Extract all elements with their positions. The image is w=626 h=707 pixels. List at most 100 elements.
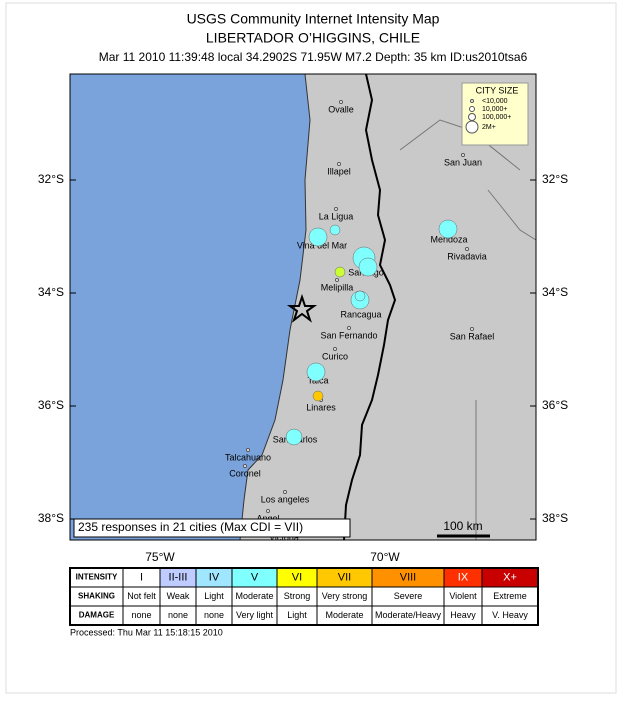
city-label: Linares: [306, 402, 336, 412]
city-dot: [339, 100, 343, 104]
table-text: Heavy: [450, 610, 476, 620]
legend-item: <10,000: [482, 98, 508, 105]
response-circle: [354, 290, 366, 302]
table-text: VII: [338, 571, 351, 583]
response-circle: [285, 428, 303, 446]
lat-label: 38°S: [38, 511, 64, 525]
city-dot: [333, 347, 337, 351]
row-label: SHAKING: [78, 592, 115, 601]
city-label: Ovalle: [328, 104, 354, 114]
city-label: Rivadavia: [447, 251, 487, 261]
subtitle: LIBERTADOR O’HIGGINS, CHILE: [206, 30, 420, 46]
city-label: Illapel: [327, 166, 351, 176]
table-text: V. Heavy: [492, 610, 528, 620]
legend-dot: [469, 106, 475, 112]
city-dot: [246, 448, 250, 452]
footer: Processed: Thu Mar 11 15:18:15 2010: [70, 627, 223, 637]
legend-item: 100,000+: [482, 114, 511, 121]
epicenter: [286, 293, 318, 323]
table-text: Extreme: [493, 591, 527, 601]
table-text: X+: [503, 571, 517, 583]
table-text: Severe: [394, 591, 423, 601]
title: USGS Community Internet Intensity Map: [187, 11, 440, 27]
city-dot: [347, 326, 351, 330]
city-dot: [266, 509, 270, 513]
table-text: Weak: [167, 591, 190, 601]
legend-dot: [470, 99, 474, 103]
city-label: Melipilla: [321, 282, 354, 292]
table-text: IV: [209, 571, 220, 583]
table-text: Violent: [449, 591, 477, 601]
table-text: Not felt: [127, 591, 156, 601]
city-label: San Fernando: [320, 330, 377, 340]
city-label: Rancagua: [340, 309, 381, 319]
table-text: Very light: [236, 610, 274, 620]
table-text: Strong: [284, 591, 311, 601]
city-label: Coronel: [229, 468, 261, 478]
legend-item: 2M+: [482, 124, 496, 131]
city-label: Curico: [322, 351, 348, 361]
ocean: [70, 74, 310, 540]
responses: [285, 219, 458, 446]
legend-item: 10,000+: [482, 106, 508, 113]
map: [70, 73, 537, 541]
lat-label: 32°S: [542, 172, 568, 186]
city-label: Talcahuano: [225, 452, 271, 462]
lat-label: 34°S: [38, 285, 64, 299]
lat-label: 32°S: [38, 172, 64, 186]
row-label: INTENSITY: [76, 573, 118, 582]
table-text: II-III: [169, 571, 188, 583]
legend-dot: [465, 120, 479, 134]
city-dot: [283, 490, 287, 494]
table-text: Very strong: [322, 591, 368, 601]
table-text: none: [204, 610, 224, 620]
map-border: [69, 73, 537, 541]
response-circle: [334, 266, 346, 278]
table-text: I: [140, 571, 143, 583]
city-label: San Juan: [444, 157, 482, 167]
table-text: Moderate: [325, 610, 363, 620]
table-text: Light: [204, 591, 224, 601]
lat-label: 38°S: [542, 511, 568, 525]
city-dot: [337, 162, 341, 166]
intensity-table: INTENSITY I II-III IV V VI VII VIII IX X+ SHAKING N…: [69, 567, 539, 626]
city-label: Vina del Mar: [297, 240, 347, 250]
response-circle: [306, 362, 326, 382]
scale-label: 100 km: [443, 519, 482, 533]
city-dot: [461, 153, 465, 157]
coastline: [239, 73, 311, 541]
table-border: [69, 567, 539, 626]
response-circle: [308, 227, 328, 247]
table-text: IX: [458, 571, 469, 583]
response-circle: [438, 219, 458, 239]
table-text: none: [168, 610, 188, 620]
city-label: San Rafael: [450, 331, 495, 341]
border: [343, 73, 397, 541]
legend-title: CITY SIZE: [476, 85, 519, 95]
city-dot: [243, 464, 247, 468]
city-label: Los angeles: [261, 494, 310, 504]
table-text: none: [131, 610, 151, 620]
table-text: VI: [292, 571, 302, 583]
row-label: DAMAGE: [79, 611, 115, 620]
lat-label: 36°S: [542, 398, 568, 412]
note-box: [73, 518, 351, 538]
city-label: Angol: [256, 513, 279, 523]
lat-label: 36°S: [38, 398, 64, 412]
table-text: VIII: [400, 571, 417, 583]
city-dot: [335, 278, 339, 282]
table-text: V: [251, 571, 259, 583]
city-label: Mendoza: [430, 234, 467, 244]
lon-label: 70°W: [370, 550, 400, 564]
response-circle: [312, 390, 324, 402]
table-text: Moderate: [235, 591, 273, 601]
lon-label: 75°W: [145, 550, 175, 564]
city-label: La Ligua: [319, 211, 354, 221]
legend-dot: [468, 113, 476, 121]
note: 235 responses in 21 cities (Max CDI = VI…: [78, 520, 303, 534]
city-dot: [334, 207, 338, 211]
info: Mar 11 2010 11:39:48 local 34.2902S 71.9…: [99, 50, 528, 64]
lat-label: 34°S: [542, 285, 568, 299]
province-lines: [399, 119, 537, 540]
